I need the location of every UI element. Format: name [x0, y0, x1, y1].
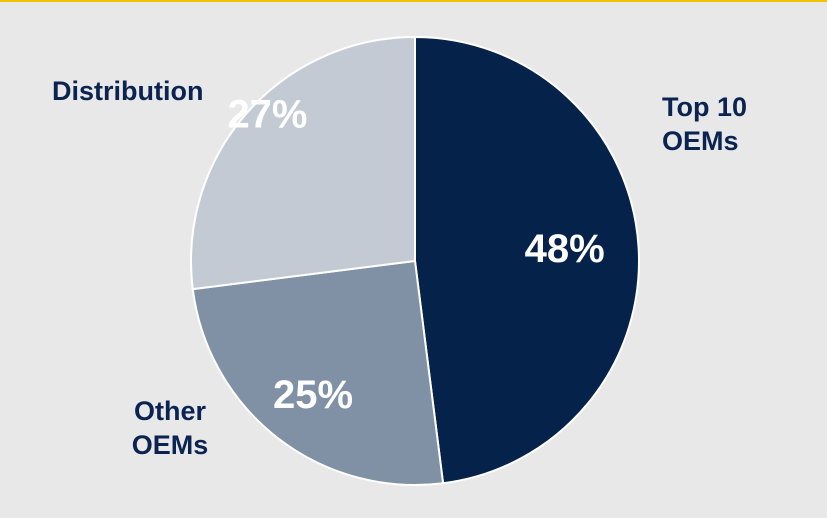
slice-value-label: 25%	[273, 373, 353, 417]
slice-value-label: 27%	[227, 92, 307, 136]
slice-value-label: 48%	[525, 227, 605, 271]
pie-slice	[414, 35, 640, 485]
category-label-line: Other	[133, 396, 206, 426]
category-label-other-oems: Other OEMs	[120, 394, 220, 462]
category-label-top-10-oems: Top 10 OEMs	[662, 90, 747, 158]
category-label-line: Top 10	[662, 92, 748, 122]
category-label-line: OEMs	[131, 430, 209, 460]
pie-slice	[191, 259, 445, 486]
category-label-line: Distribution	[52, 76, 204, 106]
category-label-distribution: Distribution	[52, 74, 203, 108]
pie-slice	[190, 35, 416, 291]
category-label-line: OEMs	[662, 126, 739, 156]
